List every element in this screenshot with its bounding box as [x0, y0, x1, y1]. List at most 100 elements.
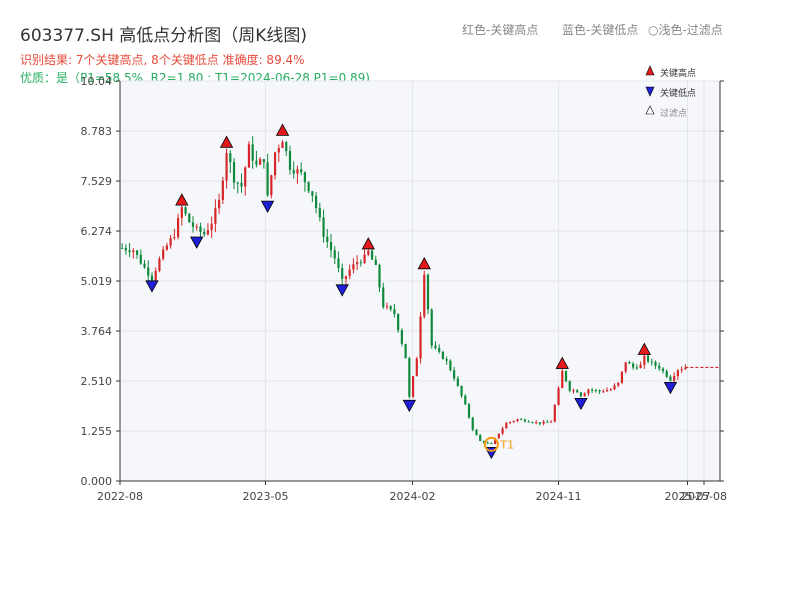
candle-body	[203, 232, 206, 235]
candle	[441, 350, 445, 360]
candle-body	[471, 417, 474, 430]
candle	[370, 248, 374, 260]
candle-body	[322, 217, 325, 237]
candle	[139, 249, 142, 265]
candle-body	[225, 153, 228, 181]
candle	[273, 151, 277, 180]
candle	[643, 352, 646, 369]
candle-body	[232, 162, 236, 183]
candle-body	[546, 421, 549, 423]
candle	[456, 376, 459, 387]
x-tick-label: 2025-08	[681, 490, 727, 503]
x-tick-label: 2024-02	[390, 490, 436, 503]
candle-body	[512, 420, 515, 422]
candle-body	[139, 254, 142, 264]
candle-body	[195, 226, 198, 228]
key-high-marker	[637, 342, 652, 355]
candle-body	[277, 148, 280, 153]
candle-body	[191, 222, 195, 227]
candle	[617, 382, 620, 388]
candle	[658, 362, 661, 371]
candle	[214, 199, 217, 233]
candle	[232, 158, 236, 190]
candle-body	[329, 241, 333, 251]
y-tick-label: 1.255	[81, 425, 113, 438]
candle	[288, 145, 292, 175]
candle	[594, 388, 597, 393]
candle-body	[385, 306, 389, 308]
candle	[561, 368, 564, 389]
candle	[348, 264, 351, 280]
candle-body	[572, 390, 575, 392]
candle	[479, 434, 482, 442]
candle-body	[180, 207, 183, 219]
candle	[322, 209, 325, 243]
candle-body	[490, 442, 493, 444]
candle-body	[434, 345, 437, 349]
candle-body	[482, 441, 486, 443]
candle	[285, 141, 288, 156]
candle	[490, 442, 493, 445]
candle-body	[337, 258, 340, 269]
key-low-marker	[260, 200, 275, 213]
candle	[415, 356, 418, 377]
candle	[195, 223, 198, 231]
candle-body	[561, 370, 564, 389]
candle	[572, 388, 575, 394]
candlestick-series	[121, 136, 720, 445]
candle	[173, 228, 176, 241]
candle-body	[613, 385, 616, 390]
candle	[382, 282, 385, 310]
candle-body	[389, 306, 392, 310]
candle	[501, 426, 504, 436]
candle-body	[602, 391, 605, 393]
candle	[665, 369, 668, 379]
candle	[318, 202, 321, 222]
candle-body	[400, 330, 403, 344]
candle-body	[646, 355, 650, 362]
candle-body	[333, 250, 336, 259]
candle-body	[605, 390, 609, 392]
candle	[464, 394, 467, 406]
candle-body	[445, 359, 448, 361]
candle-body	[352, 264, 355, 270]
candle-body	[121, 247, 124, 249]
candle-body	[285, 142, 288, 152]
y-tick-label: 6.274	[81, 225, 113, 238]
candle-body	[173, 237, 176, 239]
candle	[374, 255, 377, 266]
candle	[408, 356, 411, 399]
candle	[400, 328, 403, 347]
candle-body	[673, 376, 676, 381]
candle	[367, 249, 370, 257]
candle	[326, 229, 329, 248]
candle-body	[404, 343, 407, 359]
key-low-marker	[145, 280, 159, 293]
candle	[661, 367, 665, 374]
candle	[124, 244, 127, 255]
candle-body	[430, 309, 433, 346]
candle	[426, 273, 430, 315]
x-tick-label: 2025-07	[665, 490, 711, 503]
candle	[430, 308, 433, 349]
candle-body	[441, 351, 445, 360]
candle	[184, 205, 187, 216]
candle-body	[255, 160, 258, 165]
candle-body	[150, 275, 154, 281]
legend-high-label: 关键高点	[660, 69, 697, 79]
candle-body	[143, 263, 146, 268]
candle	[229, 150, 232, 173]
candle-body	[520, 419, 523, 421]
candle	[397, 313, 400, 333]
legend-high-icon	[645, 65, 655, 76]
candle-body	[576, 390, 579, 393]
candle-body	[460, 385, 463, 396]
candle	[453, 366, 456, 381]
candle-body	[579, 392, 583, 397]
legend-low-label: 关键低点	[660, 89, 697, 99]
candle-body	[199, 226, 202, 233]
candle-body	[270, 175, 273, 196]
candle-body	[229, 153, 232, 163]
candle	[613, 383, 616, 391]
